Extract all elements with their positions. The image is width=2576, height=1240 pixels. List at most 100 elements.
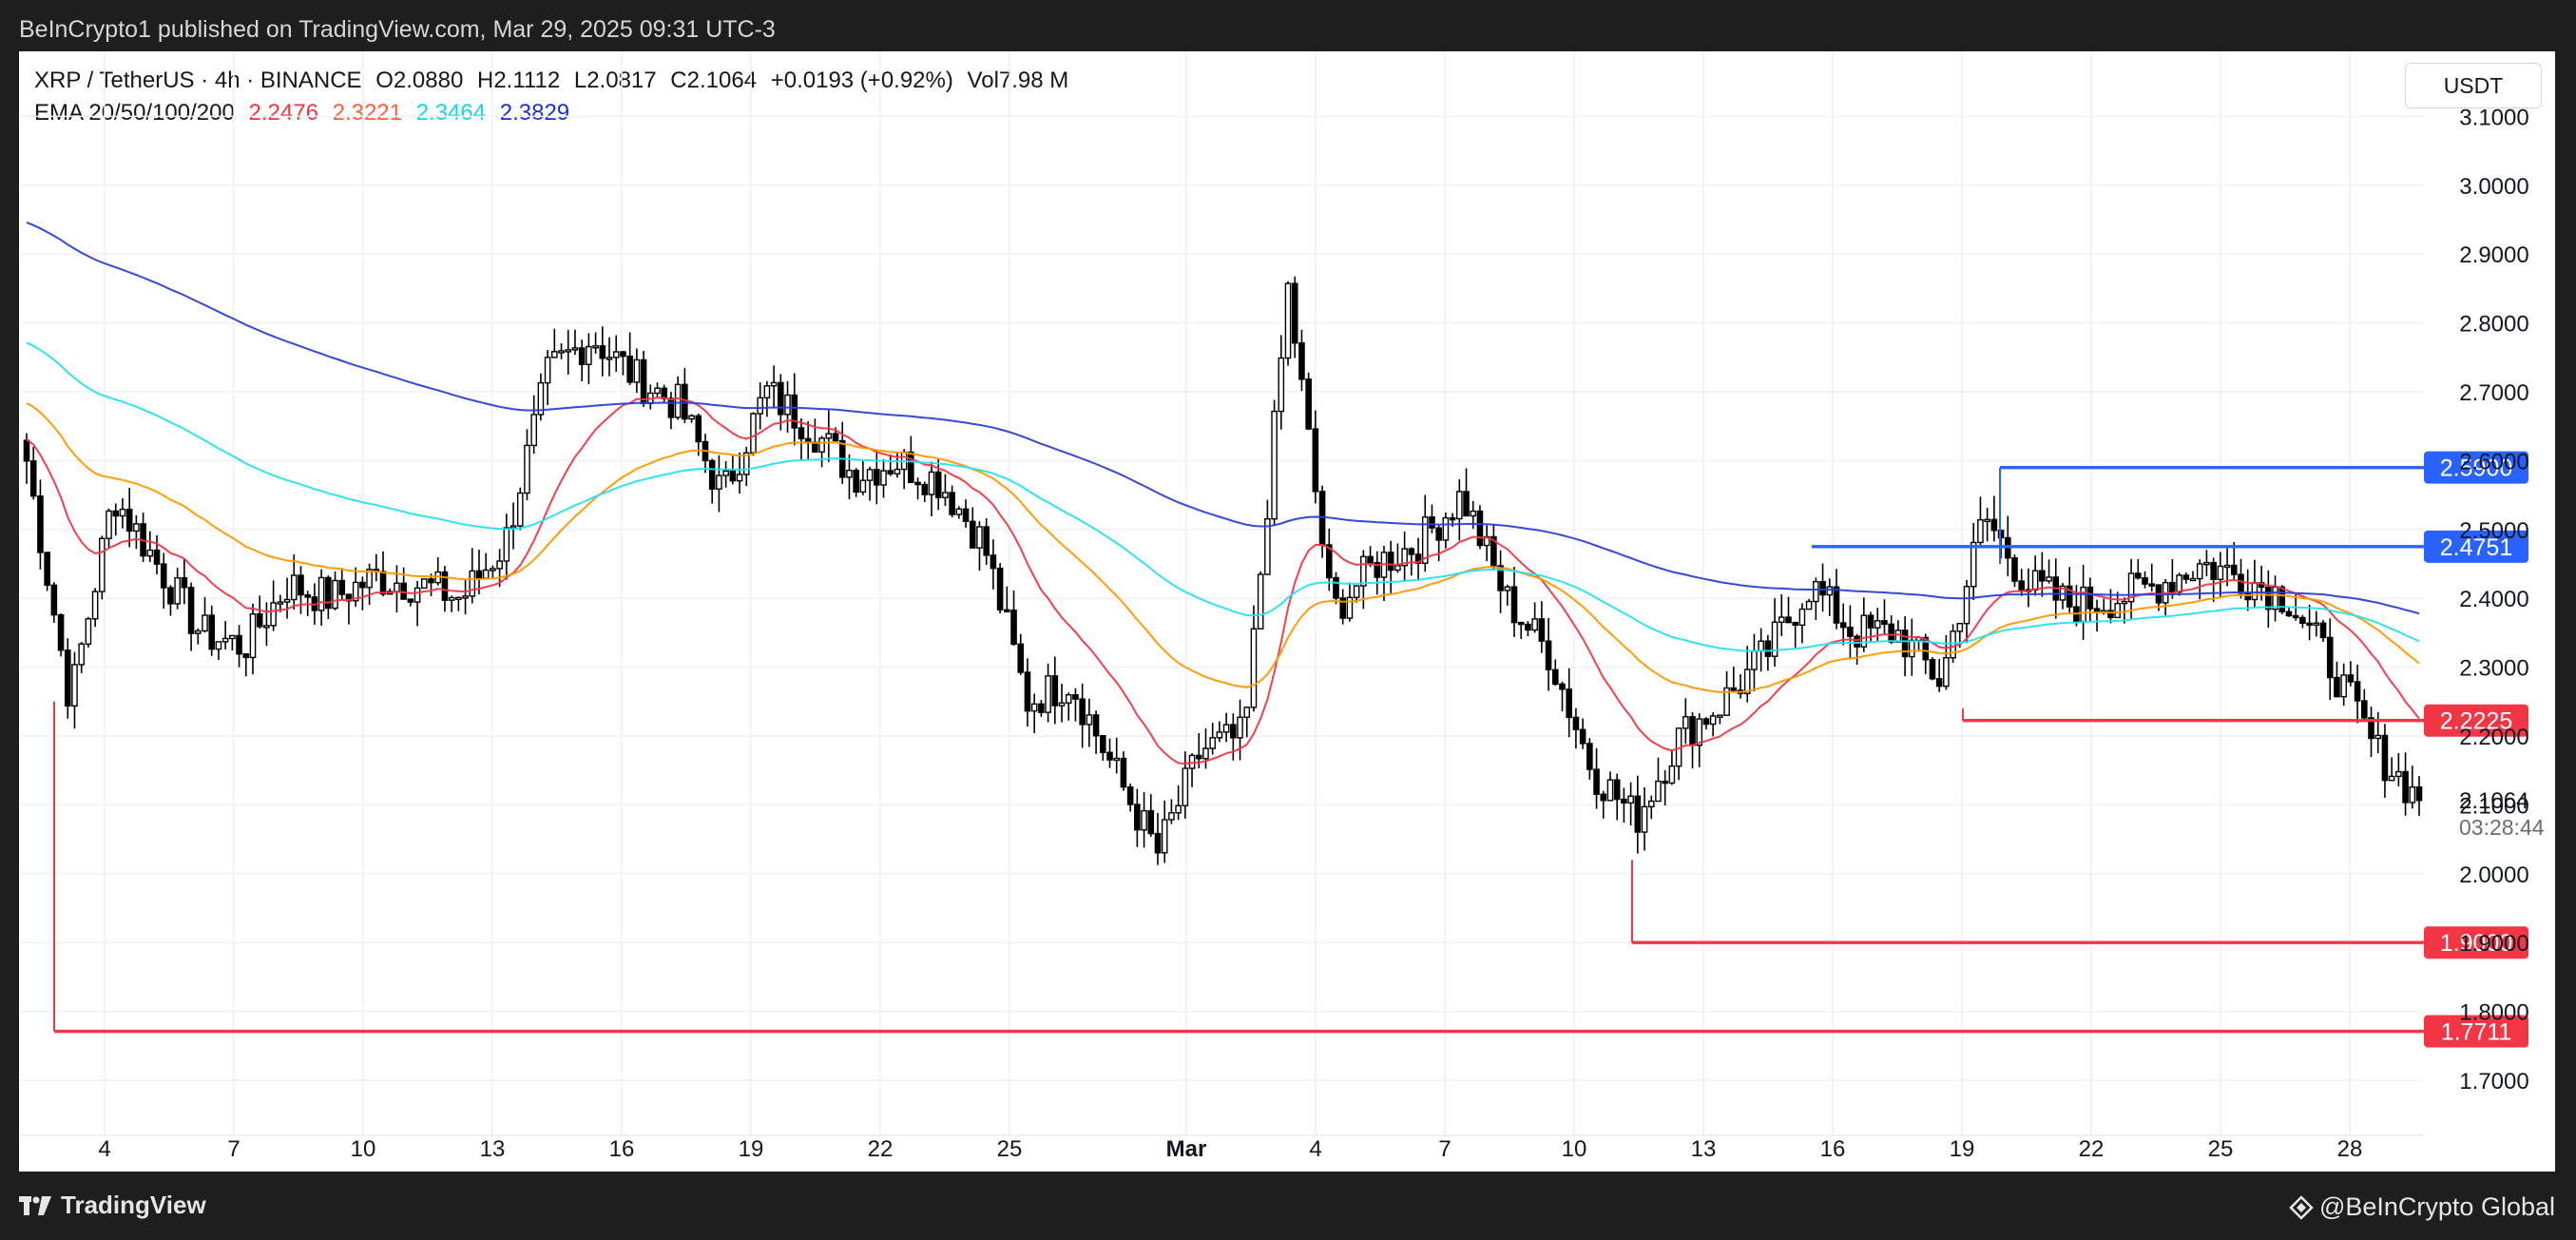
candle-body xyxy=(1929,659,1936,680)
candle-body xyxy=(2066,585,2073,608)
candle-body xyxy=(99,537,106,592)
candle-body xyxy=(2251,582,2259,601)
candle-body xyxy=(524,444,530,494)
x-tick-label: 25 xyxy=(2208,1136,2234,1162)
candle-body xyxy=(1689,716,1696,746)
candle-body xyxy=(2402,770,2409,804)
candle-body xyxy=(482,569,490,579)
candle-body xyxy=(2347,674,2355,683)
candle-body xyxy=(2203,561,2210,566)
candle-body xyxy=(242,653,250,659)
time-axis[interactable]: 4 7 10 13 16 19 22 25 Mar 4 7 10 13 16 19 22 25 28 xyxy=(98,1136,2362,1162)
ema-label[interactable]: EMA 20/50/100/200 xyxy=(34,100,235,126)
candle-body xyxy=(29,460,37,497)
price-axis[interactable]: 1.7000 1.8000 1.9000 2.0000 2.1000 2.2000 2.30… xyxy=(2459,105,2528,1095)
candle-body xyxy=(394,582,400,592)
y-tick-label: 2.9000 xyxy=(2459,242,2528,268)
footer: TradingView @BeInCrypto Global xyxy=(0,1172,2576,1240)
candle-body xyxy=(832,433,839,442)
level-tag-label: 2.4751 xyxy=(2440,534,2512,561)
candle-body xyxy=(325,576,332,610)
candle-body xyxy=(1086,714,1093,726)
candle-body xyxy=(1792,621,1799,627)
candle-body xyxy=(249,613,257,659)
candle-body xyxy=(106,510,112,539)
candle-body xyxy=(2361,700,2368,719)
candle-body xyxy=(2223,564,2231,569)
candle-body xyxy=(469,570,476,597)
candle-body xyxy=(1956,623,1964,632)
candle-body xyxy=(1702,718,1710,726)
candle-body xyxy=(208,614,216,650)
x-tick-label: 28 xyxy=(2337,1136,2363,1162)
y-tick-label: 2.5000 xyxy=(2459,518,2528,544)
candle-body xyxy=(599,345,606,359)
candle-body xyxy=(976,526,983,549)
candle-body xyxy=(1195,754,1202,760)
candle-body xyxy=(1325,544,1333,579)
candle-body xyxy=(160,563,167,589)
candle-body xyxy=(91,591,99,620)
candle-body xyxy=(1154,832,1162,854)
candle-body xyxy=(1778,616,1785,623)
currency-button[interactable]: USDT xyxy=(2405,63,2542,108)
candle-body xyxy=(1798,608,1806,627)
candle-body xyxy=(1833,586,1840,624)
price-chart[interactable]: 2.5900 2.4751 2.2225 1.9000 1.7711 1.7000 1.8… xyxy=(19,51,2555,1172)
candle-body xyxy=(1271,410,1278,520)
symbol-label[interactable]: XRP / TetherUS · 4h · BINANCE xyxy=(34,68,362,93)
publish-text: BeInCrypto1 published on TradingView.com… xyxy=(19,16,776,43)
x-tick-label: 7 xyxy=(227,1136,240,1162)
candle-body xyxy=(1813,580,1819,603)
candle-body xyxy=(2182,574,2190,580)
x-tick-label: 10 xyxy=(1562,1136,1587,1162)
candle-body xyxy=(2313,622,2320,626)
candle-body xyxy=(2121,600,2128,605)
candle-body xyxy=(934,471,942,498)
candle-body xyxy=(187,587,195,634)
candle-body xyxy=(2292,614,2299,619)
candle-body xyxy=(640,358,647,404)
candle-body xyxy=(1134,804,1141,831)
candle-body xyxy=(784,394,791,416)
candle-body xyxy=(2086,586,2094,610)
candle-body xyxy=(1099,735,1106,753)
volume-value: Vol7.98 M xyxy=(967,68,1069,93)
candle-body xyxy=(2135,572,2142,579)
candle-body xyxy=(626,355,633,383)
candle-body xyxy=(1682,716,1689,729)
x-tick-label: 22 xyxy=(868,1136,894,1162)
candle-body xyxy=(1284,282,1292,359)
candle-body xyxy=(1874,620,1881,629)
candle-body xyxy=(2107,610,2114,619)
candle-body xyxy=(2409,786,2416,804)
y-tick-label: 2.8000 xyxy=(2459,312,2528,338)
candle-body xyxy=(270,602,277,627)
candle-body xyxy=(2230,564,2238,575)
tradingview-logo[interactable]: TradingView xyxy=(19,1191,206,1220)
credit: @BeInCrypto Global xyxy=(2289,1192,2555,1222)
candle-body xyxy=(708,459,716,490)
candle-body xyxy=(2381,734,2389,782)
candle-body xyxy=(359,581,366,589)
candle-body xyxy=(1079,698,1086,726)
candle-body xyxy=(2217,565,2224,581)
candle-body xyxy=(1257,573,1264,630)
candle-body xyxy=(1826,586,1834,596)
candle-body xyxy=(174,577,181,605)
y-tick-label: 1.9000 xyxy=(2459,931,2528,957)
ema20-value: 2.2476 xyxy=(248,100,318,126)
candle-body xyxy=(2169,581,2176,593)
ema200-value: 2.3829 xyxy=(499,100,570,126)
candle-body xyxy=(1038,703,1045,713)
candle-body xyxy=(44,552,50,587)
candle-body xyxy=(1860,614,1868,648)
ema-50-line xyxy=(26,402,2420,693)
candle-body xyxy=(1977,518,1984,544)
candle-body xyxy=(2046,576,2052,582)
level-tag xyxy=(2424,926,2528,959)
candle-body xyxy=(1572,716,1580,730)
candle-body xyxy=(283,598,291,603)
candle-body xyxy=(1963,586,1970,625)
candle-body xyxy=(1030,703,1038,712)
